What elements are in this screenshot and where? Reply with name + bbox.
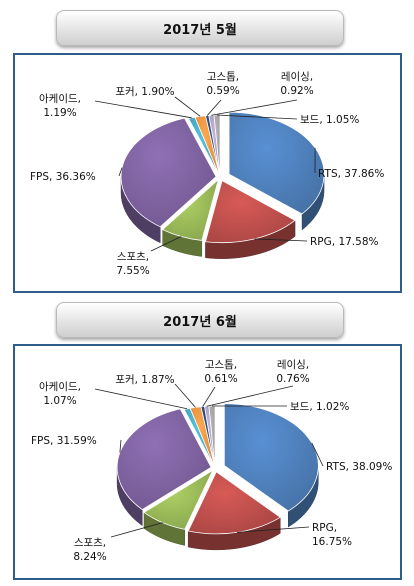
pie-labels: RTS, 37.86% RPG, 17.58% 스포츠, 7.55% FPS, 36.3… <box>30 71 384 277</box>
data-label-slice-2: 스포츠, 7.55% <box>116 251 149 277</box>
data-label-slice-1: RPG, 17.58% <box>310 236 378 248</box>
data-label-slice-2: 스포츠, 8.24% <box>73 537 106 563</box>
pie-slice-slice-1 <box>204 180 296 244</box>
data-label-slice-7: 레이싱, 0.76% <box>276 359 309 385</box>
data-label-slice-7: 레이싱, 0.92% <box>280 71 313 97</box>
leader-line-slice-5 <box>174 96 201 117</box>
data-label-slice-3: FPS, 31.59% <box>31 435 97 447</box>
pie-tops <box>116 403 319 535</box>
pie-tops <box>120 111 325 244</box>
leader-line-slice-3 <box>118 167 123 177</box>
pie-sides <box>116 465 319 551</box>
pie-chart-june: RTS, 38.09% RPG, 16.75% 스포츠, 8.24% FPS, 31.59… <box>13 344 402 580</box>
leader-line-slice-6 <box>202 386 216 407</box>
data-label-slice-8: 보드, 1.02% <box>290 401 349 413</box>
chart-title-june: 2017년 6월 <box>56 302 344 338</box>
data-label-slice-6: 고스톱, 0.59% <box>206 71 239 97</box>
data-label-slice-0: RTS, 37.86% <box>318 168 384 180</box>
leader-line-slice-2 <box>150 236 182 252</box>
data-label-slice-4: 아케이드, 1.19% <box>39 93 81 119</box>
pie-slice-slice-2 <box>143 469 214 530</box>
pie-chart-june-svg: RTS, 38.09% RPG, 16.75% 스포츠, 8.24% FPS, 31.59… <box>31 359 392 563</box>
pie-slice-slice-1 <box>187 471 282 535</box>
leader-line-slice-0 <box>311 442 324 467</box>
leader-line-slice-8 <box>217 114 298 120</box>
pie-labels: RTS, 38.09% RPG, 16.75% 스포츠, 8.24% FPS, 31.59… <box>31 359 392 563</box>
leader-line-slice-6 <box>206 99 222 116</box>
leader-line-slice-5 <box>174 383 196 408</box>
data-label-slice-5: 포커, 1.90% <box>115 86 174 98</box>
data-label-slice-4: 아케이드, 1.07% <box>39 381 81 407</box>
leader-line-slice-1 <box>237 526 310 533</box>
chart-title-may: 2017년 5월 <box>56 10 344 46</box>
leader-line-slice-1 <box>254 238 308 242</box>
leader-line-slice-4 <box>94 100 192 119</box>
pie-slice-slice-3 <box>120 117 217 228</box>
data-label-slice-0: RTS, 38.09% <box>326 461 392 473</box>
pie-chart-may: RTS, 37.86% RPG, 17.58% 스포츠, 7.55% FPS, 36.3… <box>13 53 402 293</box>
data-label-slice-5: 포커, 1.87% <box>115 374 174 386</box>
data-label-slice-1: RPG, 16.75% <box>312 522 352 548</box>
data-label-slice-8: 보드, 1.05% <box>300 114 359 126</box>
leader-line-slice-7 <box>211 99 298 116</box>
leader-line-slice-2 <box>110 522 163 538</box>
leader-line-slice-3 <box>119 439 122 453</box>
pie-chart-may-svg: RTS, 37.86% RPG, 17.58% 스포츠, 7.55% FPS, 36.3… <box>30 71 384 277</box>
data-label-slice-6: 고스톱, 0.61% <box>204 359 237 385</box>
leader-line-slice-4 <box>94 388 188 410</box>
data-label-slice-3: FPS, 36.36% <box>30 171 96 183</box>
leader-line-slice-7 <box>206 385 294 407</box>
